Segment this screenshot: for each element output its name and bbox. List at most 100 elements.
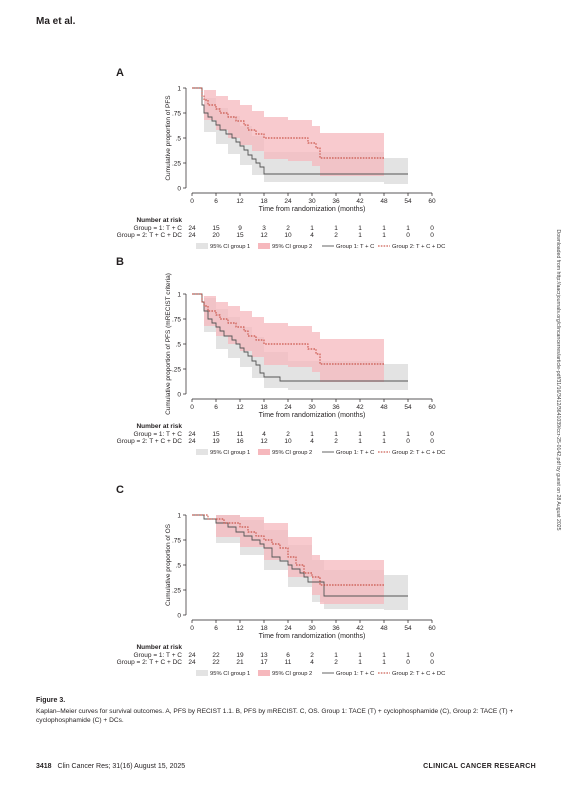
x-tick-label: 36 <box>332 625 340 632</box>
journal-name: CLINICAL CANCER RESEARCH <box>423 763 536 770</box>
x-tick-label: 12 <box>236 404 244 411</box>
risk-count: 24 <box>188 232 196 239</box>
x-tick-label: 0 <box>190 625 194 632</box>
risk-count: 1 <box>406 652 410 659</box>
risk-row-label: Group = 1: T + C <box>133 652 182 659</box>
ci-band-group-2 <box>192 515 384 605</box>
survival-line-group-2 <box>192 293 384 365</box>
figure-caption: Figure 3. Kaplan–Meier curves for surviv… <box>36 696 536 725</box>
x-tick-label: 42 <box>356 198 364 205</box>
ci-band-group-2 <box>192 88 384 176</box>
y-tick-label: .5 <box>176 135 182 142</box>
x-tick-label: 42 <box>356 404 364 411</box>
y-tick-label: 1 <box>177 291 181 298</box>
y-tick-label: .5 <box>176 562 182 569</box>
risk-count: 12 <box>260 232 268 239</box>
risk-count: 11 <box>237 431 244 438</box>
risk-count: 1 <box>358 232 362 239</box>
risk-count: 13 <box>260 652 268 659</box>
risk-count: 2 <box>310 652 314 659</box>
risk-count: 1 <box>310 431 314 438</box>
risk-count: 15 <box>236 232 244 239</box>
risk-count: 1 <box>382 659 386 666</box>
y-tick-label: .25 <box>172 366 181 373</box>
risk-count: 1 <box>358 652 362 659</box>
risk-count: 4 <box>310 438 314 445</box>
y-tick-label: .25 <box>172 160 181 167</box>
risk-count: 1 <box>406 225 410 232</box>
journal-citation: Clin Cancer Res; 31(16) August 15, 2025 <box>57 763 186 770</box>
y-tick-label: 1 <box>177 85 181 92</box>
risk-count: 6 <box>286 652 290 659</box>
x-tick-label: 30 <box>308 198 316 205</box>
survival-line-group-1 <box>192 87 408 175</box>
risk-count: 15 <box>212 225 220 232</box>
legend-label: 95% CI group 1 <box>210 244 250 250</box>
risk-count: 0 <box>430 225 434 232</box>
y-tick-label: .75 <box>172 110 181 117</box>
risk-count: 24 <box>188 438 196 445</box>
x-tick-label: 60 <box>428 404 436 411</box>
y-tick-label: 0 <box>177 612 181 619</box>
risk-row-label: Group = 1: T + C <box>133 225 182 232</box>
x-tick-label: 18 <box>260 404 268 411</box>
risk-row-label: Group = 2: T + C + DC <box>117 438 183 445</box>
x-tick-label: 30 <box>308 625 316 632</box>
risk-count: 1 <box>334 431 338 438</box>
risk-count: 9 <box>238 225 242 232</box>
legend-label: Group 1: T + C <box>336 450 374 456</box>
risk-count: 4 <box>262 431 266 438</box>
legend-label: 95% CI group 2 <box>272 244 312 250</box>
risk-count: 1 <box>406 431 410 438</box>
legend-swatch <box>196 449 208 455</box>
risk-count: 1 <box>334 652 338 659</box>
risk-count: 1 <box>382 438 386 445</box>
risk-count: 17 <box>260 659 268 666</box>
survival-line-group-1 <box>192 293 408 382</box>
legend-label: Group 1: T + C <box>336 244 374 250</box>
x-tick-label: 24 <box>284 625 292 632</box>
x-tick-label: 60 <box>428 198 436 205</box>
legend-swatch <box>258 670 270 676</box>
x-axis-label: Time from randomization (months) <box>259 412 366 419</box>
risk-count: 2 <box>286 225 290 232</box>
risk-count: 1 <box>358 431 362 438</box>
survival-line-group-2 <box>192 87 384 159</box>
x-tick-label: 48 <box>380 625 388 632</box>
risk-count: 1 <box>382 232 386 239</box>
risk-count: 15 <box>212 431 220 438</box>
y-tick-label: 0 <box>177 391 181 398</box>
legend-label: 95% CI group 2 <box>272 450 312 456</box>
panel-letter-a: A <box>116 67 124 79</box>
legend-label: 95% CI group 1 <box>210 450 250 456</box>
risk-count: 16 <box>236 438 244 445</box>
risk-count: 0 <box>406 659 410 666</box>
panel-letter-c: C <box>116 484 124 496</box>
legend-label: 95% CI group 2 <box>272 671 312 677</box>
risk-count: 4 <box>310 659 314 666</box>
risk-row-label: Group = 1: T + C <box>133 431 182 438</box>
risk-count: 2 <box>334 659 338 666</box>
risk-count: 20 <box>212 232 220 239</box>
risk-count: 24 <box>188 225 196 232</box>
x-tick-label: 24 <box>284 404 292 411</box>
x-tick-label: 36 <box>332 198 340 205</box>
figure-caption-text: Kaplan–Meier curves for survival outcome… <box>36 708 514 724</box>
risk-count: 2 <box>334 438 338 445</box>
risk-count: 0 <box>430 438 434 445</box>
risk-count: 0 <box>430 431 434 438</box>
risk-count: 19 <box>212 438 220 445</box>
x-tick-label: 18 <box>260 198 268 205</box>
y-tick-label: .25 <box>172 587 181 594</box>
risk-count: 1 <box>382 431 386 438</box>
legend-swatch <box>196 670 208 676</box>
x-tick-label: 6 <box>214 625 218 632</box>
x-tick-label: 24 <box>284 198 292 205</box>
legend-label: 95% CI group 1 <box>210 671 250 677</box>
risk-count: 1 <box>382 652 386 659</box>
x-tick-label: 54 <box>404 625 412 632</box>
risk-table-title: Number at risk <box>136 423 182 430</box>
risk-count: 2 <box>334 232 338 239</box>
